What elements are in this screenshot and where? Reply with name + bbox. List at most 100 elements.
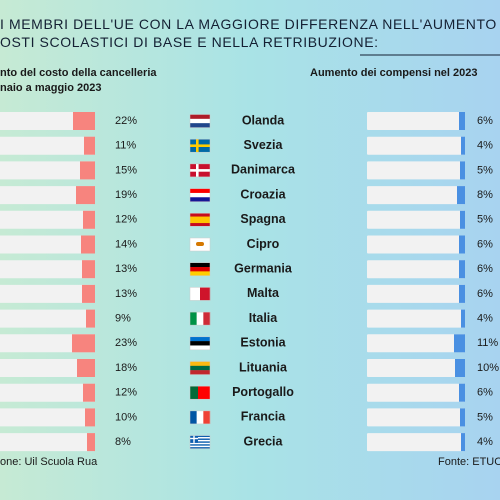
value-label: 4% — [477, 313, 493, 325]
value-label: 4% — [477, 140, 493, 152]
flag-part — [190, 216, 210, 224]
flag-part — [203, 410, 211, 424]
bar-track — [0, 433, 95, 452]
bar-track — [367, 383, 465, 402]
flag-part — [190, 123, 210, 128]
bar — [82, 284, 95, 303]
country-label: Italia — [249, 311, 279, 325]
flag-part — [190, 114, 210, 120]
bar-track — [0, 186, 95, 205]
flag-part — [200, 287, 211, 301]
value-label: 19% — [115, 189, 137, 201]
value-label: 23% — [115, 337, 137, 349]
value-label: 9% — [115, 313, 131, 325]
bar — [455, 359, 465, 377]
flag-part — [193, 435, 195, 443]
bar — [461, 309, 465, 328]
flag-border — [189, 163, 211, 178]
bar-track — [367, 334, 465, 353]
bar — [76, 186, 95, 205]
bar-track — [367, 136, 465, 155]
flag-part — [190, 438, 210, 441]
value-label: 6% — [477, 387, 493, 399]
flag-part — [190, 410, 197, 424]
flag-part — [190, 442, 210, 445]
value-label: 12% — [115, 387, 137, 399]
bar — [81, 235, 95, 254]
bar-track — [0, 408, 95, 427]
bar — [77, 359, 95, 377]
value-label: 14% — [115, 238, 137, 250]
country-label: Francia — [241, 410, 287, 424]
value-label: 8% — [115, 436, 131, 448]
flag-border — [189, 188, 211, 202]
flag-part — [190, 345, 210, 350]
value-label: 6% — [477, 288, 493, 300]
flag-part — [196, 242, 204, 246]
flag-part — [190, 271, 210, 276]
value-label: 13% — [115, 263, 137, 275]
country-label: Spagna — [240, 212, 286, 226]
flag-border — [189, 237, 211, 252]
bar-track — [367, 284, 465, 303]
flag-part — [190, 361, 210, 367]
bar-track — [367, 260, 465, 279]
bar-track — [367, 235, 465, 254]
bar — [84, 136, 95, 155]
country-label: Olanda — [242, 113, 285, 127]
value-label: 6% — [477, 115, 493, 127]
bar-track — [0, 235, 95, 254]
flag-part — [190, 312, 197, 326]
bar — [460, 161, 465, 180]
bar — [459, 260, 465, 279]
flag-part — [190, 370, 210, 375]
flag-border — [189, 114, 211, 128]
flag-part — [190, 192, 210, 198]
bar — [73, 112, 95, 130]
flag-part — [203, 312, 211, 326]
title: I MEMBRI DELL'UE CON LA MAGGIORE DIFFERE… — [0, 16, 497, 50]
flag-part — [190, 386, 198, 400]
value-label: 13% — [115, 288, 137, 300]
bar — [460, 210, 465, 229]
flag-part — [190, 445, 210, 448]
flag-part — [190, 197, 210, 202]
flag-border — [189, 361, 211, 375]
flag-border — [189, 435, 211, 449]
bar-track — [367, 309, 465, 328]
country-label: Portogallo — [232, 385, 294, 399]
bar — [460, 408, 465, 427]
flag-part — [190, 435, 210, 438]
flag-part — [190, 287, 201, 301]
bar — [459, 235, 465, 254]
country-label: Malta — [247, 286, 280, 300]
flag-border — [189, 262, 211, 276]
value-label: 6% — [477, 263, 493, 275]
bar — [459, 112, 465, 130]
flag-part — [190, 365, 210, 371]
value-label: 4% — [477, 436, 493, 448]
flag-border — [189, 385, 211, 400]
value-label: 5% — [477, 164, 493, 176]
country-label: Lituania — [239, 360, 288, 374]
flag-part — [190, 341, 210, 346]
value-label: 12% — [115, 214, 137, 226]
series-name: nto del costo della cancelleria naio a ma… — [0, 67, 157, 94]
country-label: Croazia — [240, 187, 286, 201]
bar-track — [367, 161, 465, 180]
bar — [80, 161, 95, 180]
value-label: 11% — [115, 140, 136, 152]
flag-part — [190, 169, 210, 172]
bar-track — [0, 359, 95, 377]
value-label: 15% — [115, 164, 137, 176]
flag-part — [190, 439, 210, 442]
bar — [72, 334, 95, 353]
bar-track — [0, 161, 95, 180]
flag-border — [189, 410, 211, 425]
country-label: Germania — [234, 261, 293, 275]
bar-track — [367, 433, 465, 452]
bar-track — [0, 284, 95, 303]
bar-track — [0, 383, 95, 402]
bar — [454, 334, 465, 353]
